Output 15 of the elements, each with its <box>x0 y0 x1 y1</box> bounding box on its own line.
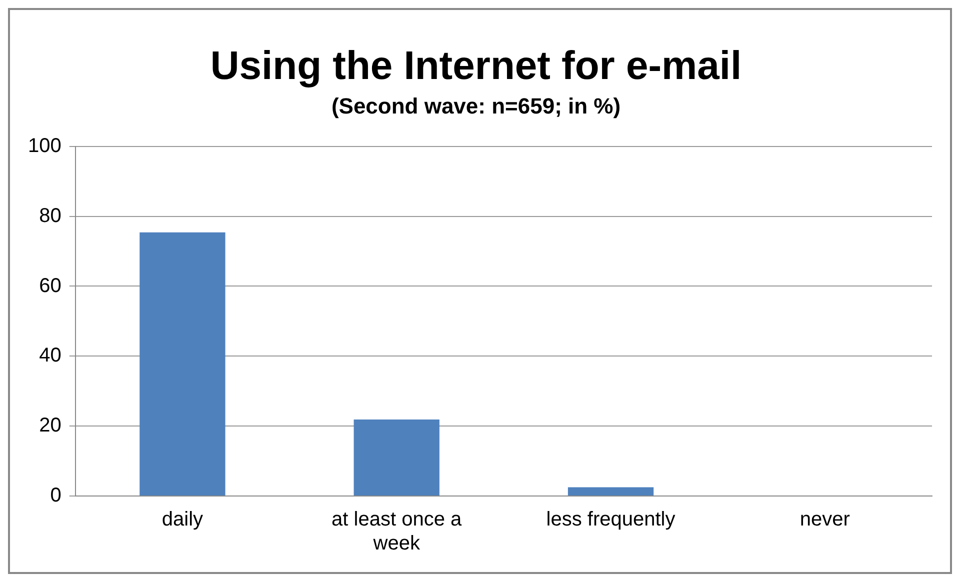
bar <box>568 487 654 496</box>
y-tick-label: 80 <box>39 204 62 227</box>
y-tick-label: 100 <box>28 134 62 157</box>
y-tick-label: 20 <box>39 414 62 437</box>
y-tick-label: 40 <box>39 344 62 367</box>
x-tick-label: daily <box>162 508 204 531</box>
x-tick-label: less frequently <box>546 508 676 531</box>
chart-subtitle: (Second wave: n=659; in %) <box>331 93 621 118</box>
chart-title: Using the Internet for e-mail <box>210 44 742 88</box>
x-tick-label: at least once a week <box>332 508 463 555</box>
x-tick-label: never <box>800 508 850 531</box>
bar <box>354 419 440 496</box>
bar <box>140 232 226 496</box>
y-tick-label: 0 <box>50 484 62 507</box>
y-tick-label: 60 <box>39 274 62 297</box>
